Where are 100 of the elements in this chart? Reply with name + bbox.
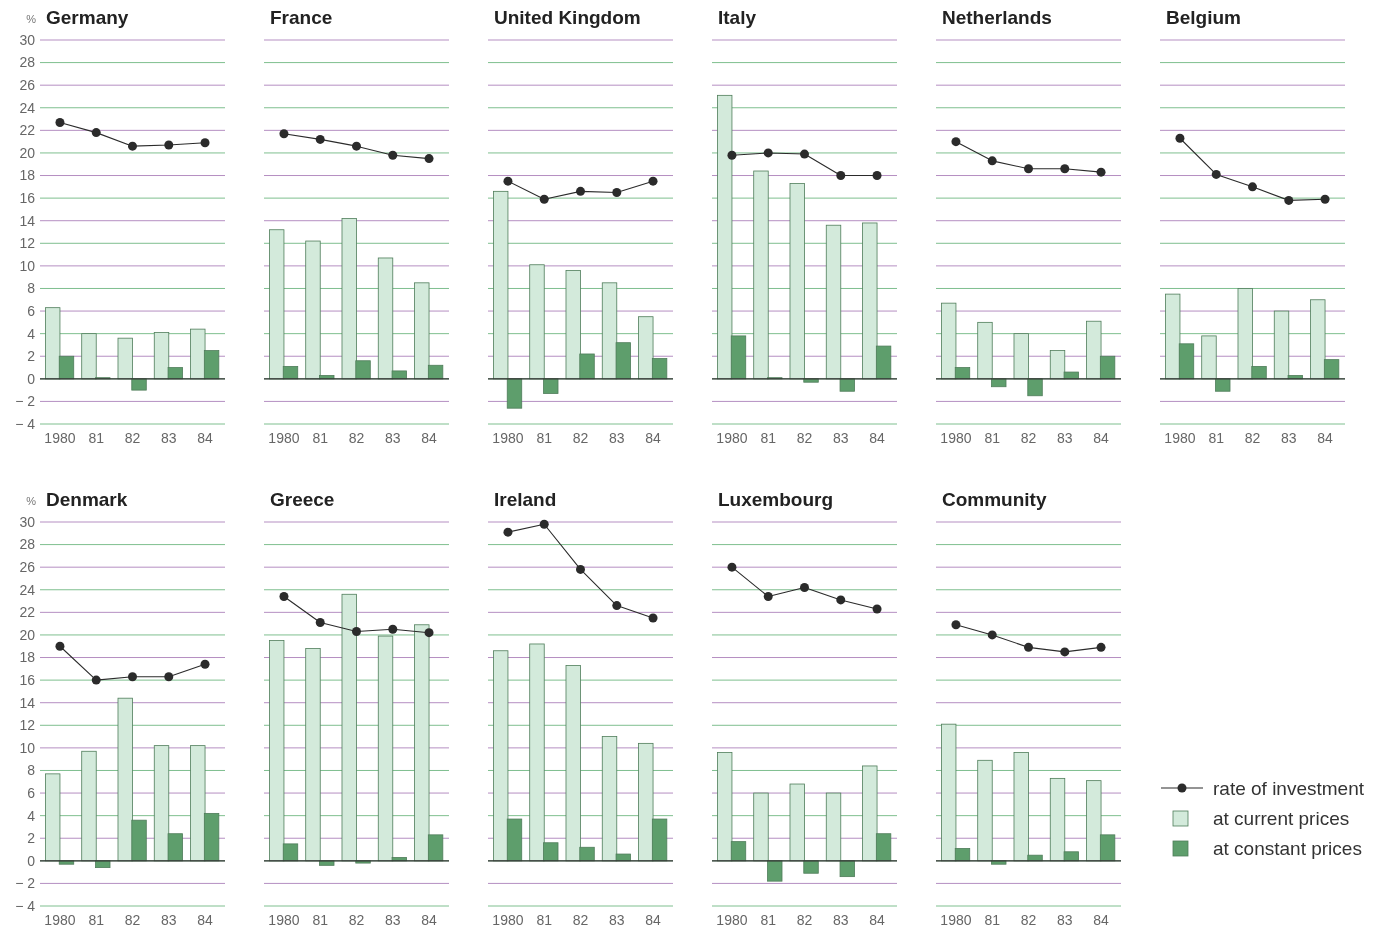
chart-title: Ireland bbox=[494, 489, 557, 510]
x-tick-label: 1980 bbox=[492, 430, 524, 446]
x-tick-label: 82 bbox=[796, 430, 813, 446]
x-tick-label: 1980 bbox=[268, 430, 300, 446]
y-tick-label: 8 bbox=[27, 280, 36, 297]
x-tick-label: 83 bbox=[160, 912, 177, 928]
x-tick-label: 81 bbox=[984, 430, 1001, 446]
chart-title: Netherlands bbox=[942, 7, 1052, 28]
x-tick-label: 82 bbox=[348, 912, 365, 928]
y-tick-label: 20 bbox=[19, 144, 36, 161]
x-tick-label: 81 bbox=[1208, 430, 1225, 446]
y-axis-title: % bbox=[26, 13, 37, 25]
x-tick-label: 84 bbox=[645, 912, 662, 928]
y-tick-label: 10 bbox=[19, 739, 36, 756]
y-tick-label: 26 bbox=[19, 77, 36, 94]
x-tick-label: 1980 bbox=[940, 912, 972, 928]
x-tick-label: 1980 bbox=[268, 912, 300, 928]
chart-title: United Kingdom bbox=[494, 7, 641, 28]
x-tick-label: 84 bbox=[421, 912, 438, 928]
x-tick-label: 83 bbox=[832, 912, 849, 928]
x-tick-label: 81 bbox=[312, 430, 329, 446]
y-tick-label: 18 bbox=[19, 167, 36, 184]
x-tick-label: 83 bbox=[608, 912, 625, 928]
y-tick-label: 30 bbox=[19, 513, 36, 530]
x-tick-label: 84 bbox=[1317, 430, 1334, 446]
y-tick-label: 0 bbox=[27, 852, 36, 869]
y-tick-label: 24 bbox=[19, 99, 36, 116]
legend-label: at constant prices bbox=[1213, 837, 1362, 859]
y-tick-label: 26 bbox=[19, 559, 36, 576]
x-tick-label: 84 bbox=[197, 430, 214, 446]
chart-title: Greece bbox=[270, 489, 335, 510]
x-tick-label: 1980 bbox=[1164, 430, 1196, 446]
x-tick-label: 84 bbox=[1093, 912, 1110, 928]
x-tick-label: 82 bbox=[572, 430, 589, 446]
x-tick-label: 1980 bbox=[716, 430, 748, 446]
y-tick-label: 30 bbox=[19, 31, 36, 48]
chart-title: Luxembourg bbox=[718, 489, 834, 510]
chart-title: Denmark bbox=[46, 489, 128, 510]
x-tick-label: 82 bbox=[1244, 430, 1261, 446]
legend-label: at current prices bbox=[1213, 807, 1350, 829]
y-tick-label: 22 bbox=[19, 604, 36, 621]
x-tick-label: 83 bbox=[1056, 430, 1073, 446]
x-tick-label: 1980 bbox=[940, 430, 972, 446]
x-tick-label: 1980 bbox=[44, 912, 76, 928]
chart-title: Community bbox=[942, 489, 1047, 510]
x-tick-label: 83 bbox=[832, 430, 849, 446]
x-tick-label: 83 bbox=[608, 430, 625, 446]
chart-title: Belgium bbox=[1166, 7, 1241, 28]
chart-title: Germany bbox=[46, 7, 129, 28]
y-tick-label: 2 bbox=[27, 348, 36, 365]
y-tick-label: 28 bbox=[19, 54, 36, 71]
x-tick-label: 81 bbox=[88, 430, 105, 446]
x-tick-label: 81 bbox=[536, 430, 553, 446]
y-tick-label: 22 bbox=[19, 122, 36, 139]
y-tick-label: 16 bbox=[19, 672, 36, 689]
x-tick-label: 83 bbox=[1280, 430, 1297, 446]
x-tick-label: 81 bbox=[536, 912, 553, 928]
y-tick-label: 12 bbox=[19, 235, 36, 252]
y-tick-label: 4 bbox=[27, 325, 36, 342]
x-tick-label: 82 bbox=[124, 912, 141, 928]
y-tick-label: 2 bbox=[27, 830, 36, 847]
x-tick-label: 81 bbox=[760, 912, 777, 928]
x-tick-label: 81 bbox=[984, 912, 1001, 928]
y-tick-label: − 4 bbox=[15, 897, 36, 914]
y-tick-label: 18 bbox=[19, 649, 36, 666]
y-tick-label: 0 bbox=[27, 370, 36, 387]
x-tick-label: 82 bbox=[124, 430, 141, 446]
x-tick-label: 1980 bbox=[492, 912, 524, 928]
y-tick-label: 10 bbox=[19, 257, 36, 274]
x-tick-label: 82 bbox=[572, 912, 589, 928]
x-tick-label: 84 bbox=[869, 912, 886, 928]
y-tick-label: − 4 bbox=[15, 415, 36, 432]
chart-title: France bbox=[270, 7, 333, 28]
y-axis-title: % bbox=[26, 495, 37, 507]
x-tick-label: 84 bbox=[421, 430, 438, 446]
x-tick-label: 81 bbox=[760, 430, 777, 446]
y-tick-label: 28 bbox=[19, 536, 36, 553]
x-tick-label: 82 bbox=[348, 430, 365, 446]
y-tick-label: 12 bbox=[19, 717, 36, 734]
y-tick-label: 24 bbox=[19, 581, 36, 598]
x-tick-label: 84 bbox=[869, 430, 886, 446]
x-tick-label: 84 bbox=[197, 912, 214, 928]
x-tick-label: 81 bbox=[312, 912, 329, 928]
x-tick-label: 1980 bbox=[716, 912, 748, 928]
x-tick-label: 84 bbox=[1093, 430, 1110, 446]
x-tick-label: 82 bbox=[1020, 430, 1037, 446]
x-tick-label: 83 bbox=[1056, 912, 1073, 928]
y-tick-label: 14 bbox=[19, 694, 36, 711]
x-tick-label: 82 bbox=[1020, 912, 1037, 928]
y-tick-label: 14 bbox=[19, 212, 36, 229]
y-tick-label: − 2 bbox=[15, 875, 36, 892]
y-tick-label: − 2 bbox=[15, 393, 36, 410]
y-tick-label: 4 bbox=[27, 807, 36, 824]
chart-title: Italy bbox=[718, 7, 757, 28]
y-tick-label: 6 bbox=[27, 302, 36, 319]
x-tick-label: 83 bbox=[160, 430, 177, 446]
y-tick-label: 20 bbox=[19, 626, 36, 643]
x-tick-label: 84 bbox=[645, 430, 662, 446]
y-tick-label: 16 bbox=[19, 190, 36, 207]
x-tick-label: 83 bbox=[384, 430, 401, 446]
